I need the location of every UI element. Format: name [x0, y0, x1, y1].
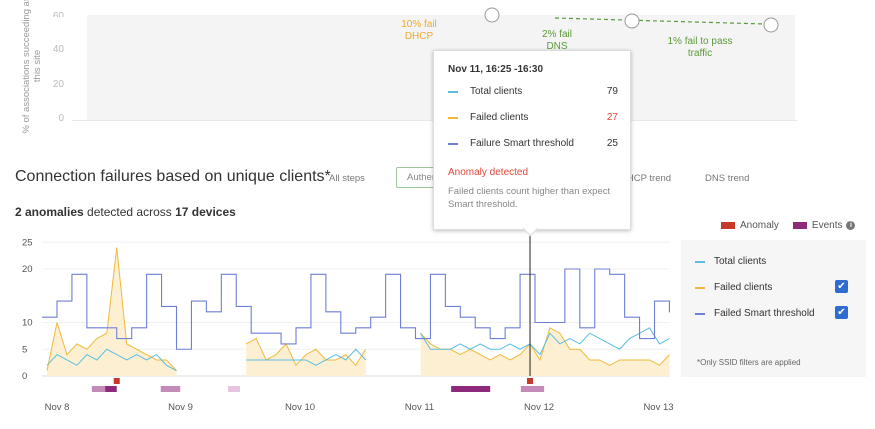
funnel-label-traffic: 1% fail to pass traffic [667, 36, 733, 59]
funnel-node-dns [624, 13, 640, 29]
total-clients-line [246, 348, 367, 366]
chart-legend-top: Anomaly Events i [721, 220, 856, 231]
y-tick-label: 20 [22, 264, 33, 275]
event-bar [160, 386, 181, 392]
tooltip-row-failed: Failed clients 27 [448, 112, 618, 123]
tooltip-value: 25 [606, 138, 618, 149]
section-title: Connection failures based on unique clie… [15, 168, 331, 185]
legend-label: Failed clients [714, 282, 773, 293]
y-tick-label: 25 [22, 237, 33, 248]
x-tick-label: Nov 8 [45, 402, 70, 413]
threshold-line [42, 268, 670, 350]
anomaly-summary: 2 anomalies detected across 17 devices [15, 205, 236, 219]
total-clients-line [420, 327, 670, 356]
funnel-connector [554, 17, 766, 25]
funnel-nodes [484, 7, 779, 33]
x-tick-label: Nov 9 [168, 402, 193, 413]
anomaly-marker [527, 378, 534, 384]
threshold-swatch [695, 312, 705, 315]
failed-clients-checkbox[interactable]: ✔ [835, 280, 848, 293]
anomaly-count: 2 anomalies [15, 205, 84, 219]
funnel-node-traffic [763, 17, 779, 33]
info-icon[interactable]: i [846, 221, 856, 230]
tooltip-anomaly-title: Anomaly detected [448, 167, 529, 178]
tab-dns-trend[interactable]: DNS trend [705, 173, 750, 184]
failed-clients-line [46, 247, 177, 371]
funnel-label-dns: 2% fail DNS [541, 29, 572, 52]
legend-label: Total clients [714, 256, 767, 267]
legend-events: Events [811, 220, 843, 231]
failed-threshold-checkbox[interactable]: ✔ [835, 306, 848, 319]
event-bar [105, 386, 117, 392]
tooltip-row-threshold: Failure Smart threshold 25 [448, 138, 618, 149]
tooltip-label: Failure Smart threshold [470, 138, 574, 149]
y-tick-label: 10 [22, 318, 33, 329]
tab-dhcp-trend[interactable]: DHCP trend [620, 173, 672, 184]
total-clients-line [46, 348, 177, 372]
funnel-y-tick: 60 [52, 11, 64, 17]
failed-clients-area [420, 327, 670, 376]
funnel-y-tick: 20 [52, 79, 64, 90]
y-tick-label: 5 [22, 344, 27, 355]
event-bar [227, 386, 240, 392]
filter-footnote: *Only SSID filters are applied [697, 358, 801, 367]
event-bar [520, 386, 545, 392]
events-swatch [792, 222, 807, 229]
failed-clients-area [246, 338, 366, 376]
tooltip-label: Total clients [470, 86, 523, 97]
tooltip-row-total: Total clients 79 [448, 86, 618, 97]
x-tick-label: Nov 13 [643, 402, 673, 413]
failed-clients-area [47, 247, 177, 376]
x-tick-label: Nov 11 [405, 402, 434, 413]
device-count: 17 devices [175, 205, 236, 219]
event-bar [91, 386, 106, 392]
legend-label: Failed Smart threshold [714, 308, 815, 319]
legend-failed-clients: Failed clients [695, 282, 772, 293]
legend-failed-threshold: Failed Smart threshold [695, 308, 815, 319]
event-bar [451, 386, 491, 392]
x-tick-label: Nov 10 [285, 402, 315, 413]
connection-failures-chart: 0 5 10 20 25 Nov 8 Nov 9 Nov 10 Nov 11 Nov 12 Nov … [22, 230, 674, 413]
chart-tooltip: Nov 11, 16:25 -16:30 Total clients 79 Fai… [433, 50, 631, 237]
summary-text: detected across [83, 205, 176, 219]
tooltip-value: 79 [606, 86, 618, 97]
funnel-y-tick: 40 [52, 44, 64, 55]
funnel-node-dhcp [484, 7, 500, 23]
failed-swatch [695, 286, 705, 289]
funnel-label-dhcp: 10% fail DHCP [401, 19, 437, 42]
legend-total-clients: Total clients [695, 256, 766, 267]
y-tick-label: 0 [22, 371, 27, 382]
tooltip-value: 27 [606, 112, 618, 123]
x-tick-label: Nov 12 [524, 402, 554, 413]
anomaly-swatch [721, 222, 735, 229]
total-swatch [695, 260, 705, 263]
legend-anomaly: Anomaly [740, 220, 779, 231]
anomaly-marker [113, 378, 120, 384]
tooltip-anomaly-text: Failed clients count higher than expect … [448, 186, 611, 210]
tooltip-label: Failed clients [470, 112, 529, 123]
funnel-y-tick: 0 [58, 113, 64, 124]
series-legend-panel: Total clients Failed clients ✔ Failed Sm… [681, 240, 866, 377]
tooltip-title: Nov 11, 16:25 -16:30 [448, 64, 544, 75]
tab-all-steps[interactable]: All steps [329, 173, 365, 184]
